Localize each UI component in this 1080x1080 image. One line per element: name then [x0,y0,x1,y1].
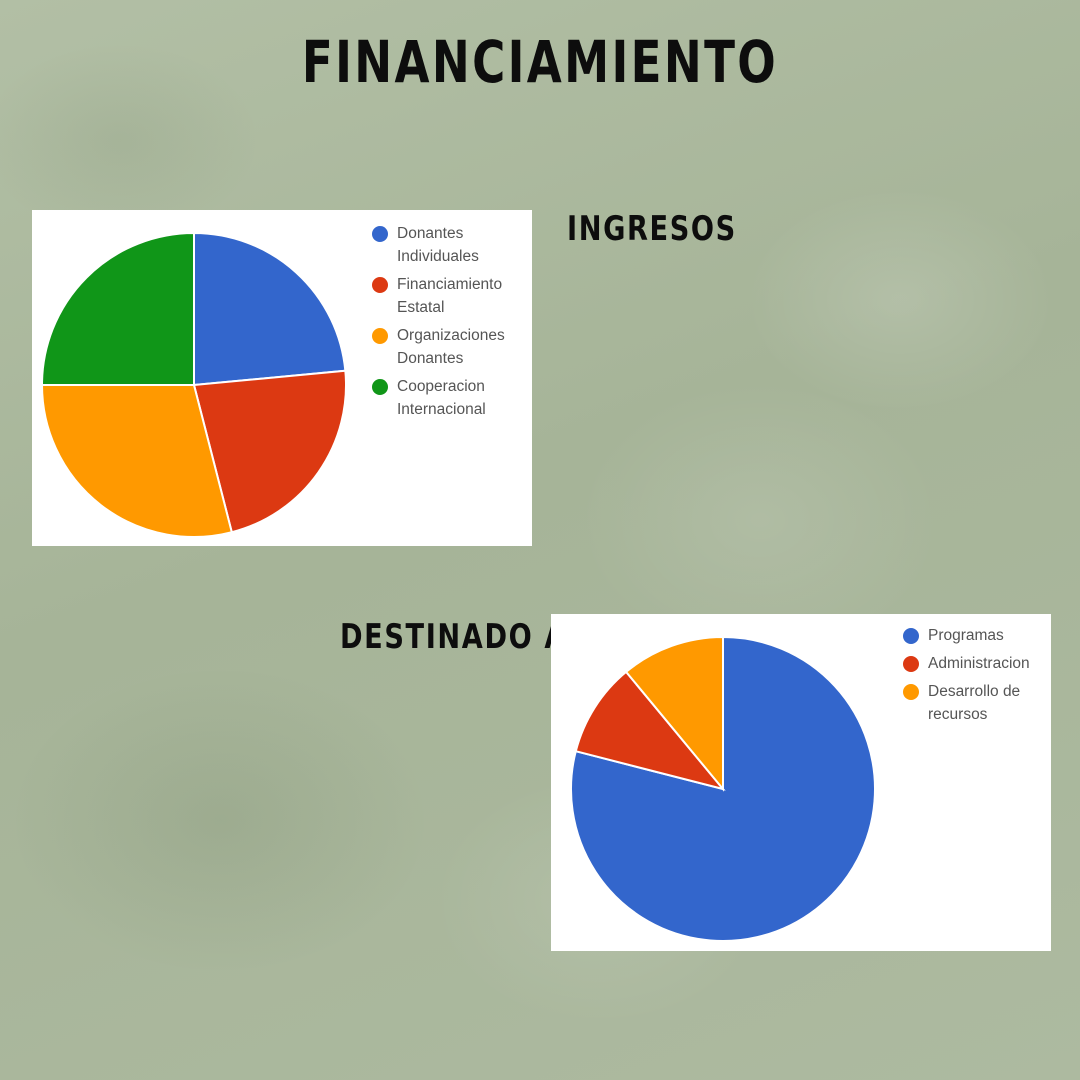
destinado-pie-chart [570,635,876,942]
destinado-legend: Programas Administracion Desarrollo de rec… [903,624,1048,731]
legend-item-cooperacion-internacional: Cooperacion Internacional [372,375,527,421]
legend-item-administracion: Administracion [903,652,1048,675]
pie-slice-organizaciones-donantes [40,384,234,538]
legend-swatch [372,328,388,344]
legend-label: Cooperacion Internacional [397,378,486,418]
ingresos-pie-chart [40,231,347,538]
legend-swatch [903,684,919,700]
ingresos-legend: Donantes Individuales Financiamiento Esta… [372,222,527,426]
destinado-heading: DESTINADO A [340,617,568,657]
destinado-chart-panel: Programas Administracion Desarrollo de rec… [551,614,1051,951]
legend-item-donantes-individuales: Donantes Individuales [372,222,527,268]
legend-swatch [372,226,388,242]
legend-label: Organizaciones Donantes [397,327,505,367]
legend-label: Financiamiento Estatal [397,276,503,316]
page-title: FINANCIAMIENTO [301,28,779,96]
ingresos-heading: INGRESOS [567,209,737,249]
legend-item-programas: Programas [903,624,1048,647]
legend-swatch [903,656,919,672]
pie-slice-cooperacion-internacional [40,231,195,386]
legend-item-financiamiento-estatal: Financiamiento Estatal [372,273,527,319]
legend-label: Donantes Individuales [397,225,479,265]
legend-swatch [372,277,388,293]
legend-label: Desarrollo de recursos [928,683,1021,723]
legend-swatch [372,379,388,395]
pie-slice-financiamiento-estatal [192,369,347,534]
legend-swatch [903,628,919,644]
legend-item-desarrollo-de-recursos: Desarrollo de recursos [903,680,1048,726]
legend-item-organizaciones-donantes: Organizaciones Donantes [372,324,527,370]
pie-slice-desarrollo-de-recursos [624,635,724,792]
pie-slice-administracion [574,670,726,791]
legend-label: Programas [928,627,1004,644]
pie-slice-donantes-individuales [193,231,347,387]
legend-label: Administracion [928,655,1030,672]
ingresos-chart-panel: Donantes Individuales Financiamiento Esta… [32,210,532,546]
